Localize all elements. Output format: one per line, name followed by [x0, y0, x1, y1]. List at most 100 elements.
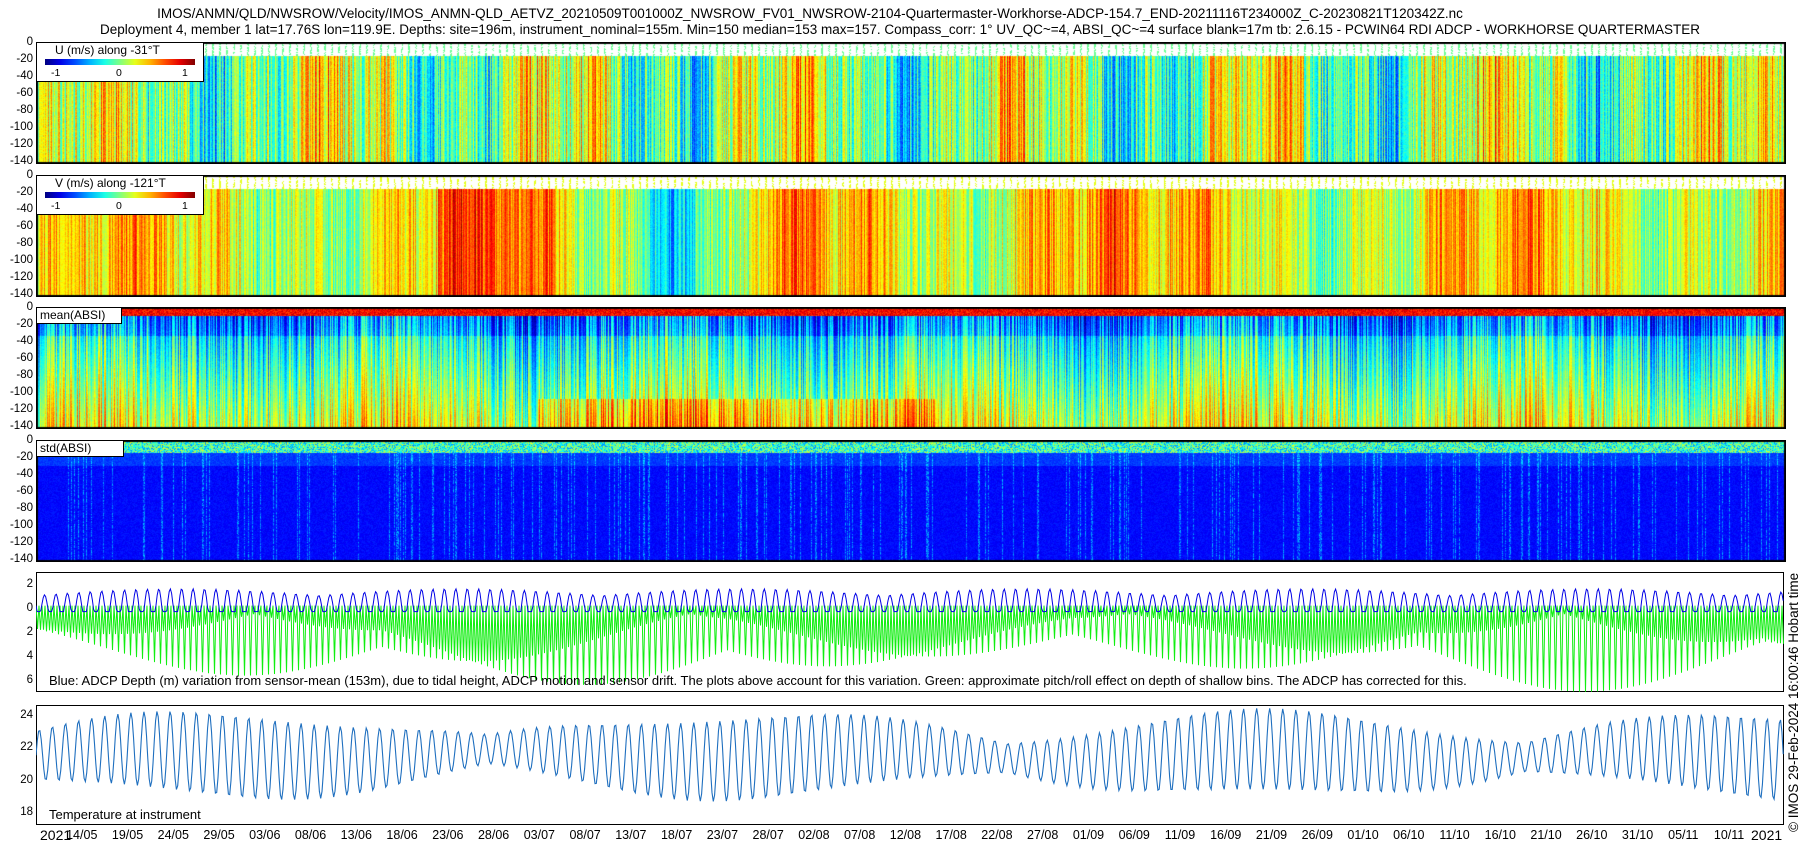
- x-tick-label: 06/09: [1118, 828, 1150, 842]
- x-tick-label: 08/06: [294, 828, 327, 842]
- y-tick-label: -60: [16, 220, 33, 232]
- imos-credit: © IMOS 29-Feb-2024 16:00:46 Hobart time: [1786, 572, 1800, 832]
- temperature-plot: [36, 705, 1784, 825]
- x-axis-year-right: 2021: [1751, 827, 1783, 843]
- u-velocity-panel: U (m/s) along -31°T -1 0 1 0 -20 -40 -60 -80…: [10, 36, 1786, 167]
- y-tick-label: -100: [9, 519, 33, 531]
- x-tick-label: 11/09: [1164, 828, 1196, 842]
- y-tick-label: -100: [9, 254, 33, 266]
- std-absi-panel: std(ABSI) 0 -20 -40 -60 -80 -100 -120 -140: [10, 434, 1786, 565]
- x-tick-label: 07/08: [844, 828, 876, 842]
- x-tick-label: 27/08: [1027, 828, 1059, 842]
- u-colorbar: [45, 59, 195, 65]
- v-colorbar-tick-mid: 0: [116, 200, 122, 212]
- y-tick-label: 2: [26, 626, 33, 638]
- std-absi-legend-label: std(ABSI): [40, 441, 92, 455]
- x-axis-year-left: 2021: [40, 827, 72, 843]
- std-absi-legend: std(ABSI): [36, 440, 124, 457]
- y-tick-label: 0: [26, 169, 33, 181]
- file-title: IMOS/ANMN/QLD/NWSROW/Velocity/IMOS_ANMN-…: [157, 6, 1463, 21]
- x-tick-label: 19/05: [111, 828, 144, 842]
- y-tick-label: -20: [16, 53, 33, 65]
- deployment-subtitle: Deployment 4, member 1 lat=17.76S lon=11…: [100, 22, 1700, 37]
- temperature-panel: Temperature at instrument 24 22 20 18: [20, 705, 1784, 825]
- temperature-series: [36, 708, 1784, 802]
- depth-variation-annotation: Blue: ADCP Depth (m) variation from sens…: [49, 673, 1467, 688]
- v-colorbar-tick-max: 1: [182, 200, 188, 212]
- y-tick-label: 6: [26, 674, 33, 686]
- y-tick-label: -80: [16, 104, 33, 116]
- y-tick-label: -60: [16, 352, 33, 364]
- y-tick-label: -20: [16, 318, 33, 330]
- x-tick-label: 29/05: [203, 828, 235, 842]
- y-tick-label: -60: [16, 485, 33, 497]
- x-tick-label: 12/08: [889, 828, 922, 842]
- v-velocity-heatmap: [36, 175, 1786, 297]
- x-tick-label: 03/06: [249, 828, 281, 842]
- u-colorbar-tick-max: 1: [182, 67, 188, 79]
- x-tick-label: 26/10: [1576, 828, 1608, 842]
- y-tick-label: 0: [26, 301, 33, 313]
- u-colorbar-tick-mid: 0: [116, 67, 122, 79]
- y-tick-label: -100: [9, 386, 33, 398]
- y-tick-label: -80: [16, 237, 33, 249]
- y-tick-label: -120: [9, 403, 33, 415]
- x-tick-label: 11/10: [1439, 828, 1470, 842]
- y-tick-label: -120: [9, 536, 33, 548]
- x-tick-label: 22/08: [981, 828, 1013, 842]
- x-tick-label: 08/07: [569, 828, 601, 842]
- x-tick-label: 28/06: [477, 828, 510, 842]
- x-tick-label: 05/11: [1668, 828, 1699, 842]
- x-tick-label: 01/10: [1347, 828, 1379, 842]
- y-tick-label: -120: [9, 271, 33, 283]
- y-tick-label: -20: [16, 186, 33, 198]
- x-tick-label: 28/07: [752, 828, 784, 842]
- x-tick-label: 10/11: [1713, 828, 1745, 842]
- y-tick-label: -100: [9, 121, 33, 133]
- y-tick-label: 0: [26, 434, 33, 446]
- x-tick-label: 06/10: [1393, 828, 1425, 842]
- x-tick-label: 14/05: [66, 828, 98, 842]
- y-tick-label: -140: [9, 420, 33, 432]
- x-tick-label: 16/10: [1484, 828, 1516, 842]
- y-tick-label: -140: [9, 288, 33, 300]
- std-absi-heatmap: [36, 440, 1786, 562]
- x-tick-label: 24/05: [157, 828, 189, 842]
- u-velocity-heatmap: [36, 42, 1786, 164]
- x-tick-label: 18/07: [660, 828, 693, 842]
- x-tick-label: 21/09: [1255, 828, 1288, 842]
- y-tick-label: -40: [16, 203, 33, 215]
- y-tick-label: 0: [26, 602, 33, 614]
- y-tick-label: -140: [9, 553, 33, 565]
- x-tick-label: 31/10: [1621, 828, 1654, 842]
- y-tick-label: 0: [26, 36, 33, 48]
- y-tick-label: -140: [9, 155, 33, 167]
- mean-absi-panel: mean(ABSI) 0 -20 -40 -60 -80 -100 -120 -140: [10, 301, 1786, 432]
- x-tick-label: 13/06: [340, 828, 372, 842]
- x-tick-label: 17/08: [935, 828, 967, 842]
- y-tick-label: -20: [16, 451, 33, 463]
- y-tick-label: 2: [26, 578, 33, 590]
- y-tick-label: 18: [20, 806, 33, 819]
- y-tick-label: -40: [16, 468, 33, 480]
- y-tick-label: 4: [26, 650, 33, 662]
- x-tick-label: 23/07: [706, 828, 739, 842]
- y-tick-label: 24: [20, 708, 33, 721]
- v-legend-label: V (m/s) along -121°T: [55, 176, 166, 190]
- y-tick-label: -80: [16, 502, 33, 514]
- y-tick-label: -120: [9, 138, 33, 150]
- x-tick-label: 21/10: [1530, 828, 1562, 842]
- y-tick-label: -80: [16, 369, 33, 381]
- x-tick-label: 26/09: [1301, 828, 1333, 842]
- v-colorbar-tick-min: -1: [51, 200, 61, 212]
- depth-variation-panel: Blue: ADCP Depth (m) variation from sens…: [27, 572, 1784, 692]
- mean-absi-heatmap: [36, 307, 1786, 429]
- x-tick-label: 03/07: [523, 828, 555, 842]
- adcp-depth-series: [36, 587, 1784, 613]
- u-legend-label: U (m/s) along -31°T: [55, 43, 160, 57]
- v-colorbar: [45, 192, 195, 198]
- y-tick-label: 22: [20, 741, 33, 754]
- y-tick-label: -40: [16, 70, 33, 82]
- v-legend: V (m/s) along -121°T -1 0 1: [36, 175, 204, 215]
